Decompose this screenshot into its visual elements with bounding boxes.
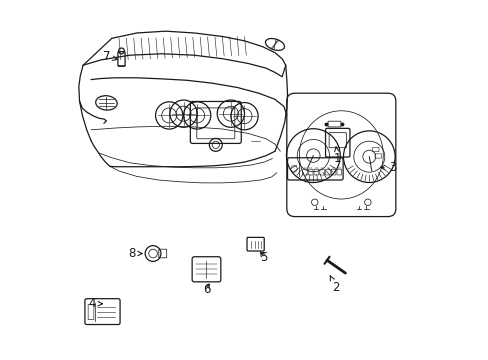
- Text: 1: 1: [333, 147, 341, 165]
- Text: 2: 2: [329, 276, 339, 294]
- Text: 4: 4: [88, 297, 102, 310]
- Text: 8: 8: [127, 247, 142, 260]
- Text: 3: 3: [380, 161, 396, 174]
- Text: 6: 6: [203, 283, 210, 296]
- Text: 7: 7: [102, 50, 117, 63]
- Text: 5: 5: [260, 251, 267, 264]
